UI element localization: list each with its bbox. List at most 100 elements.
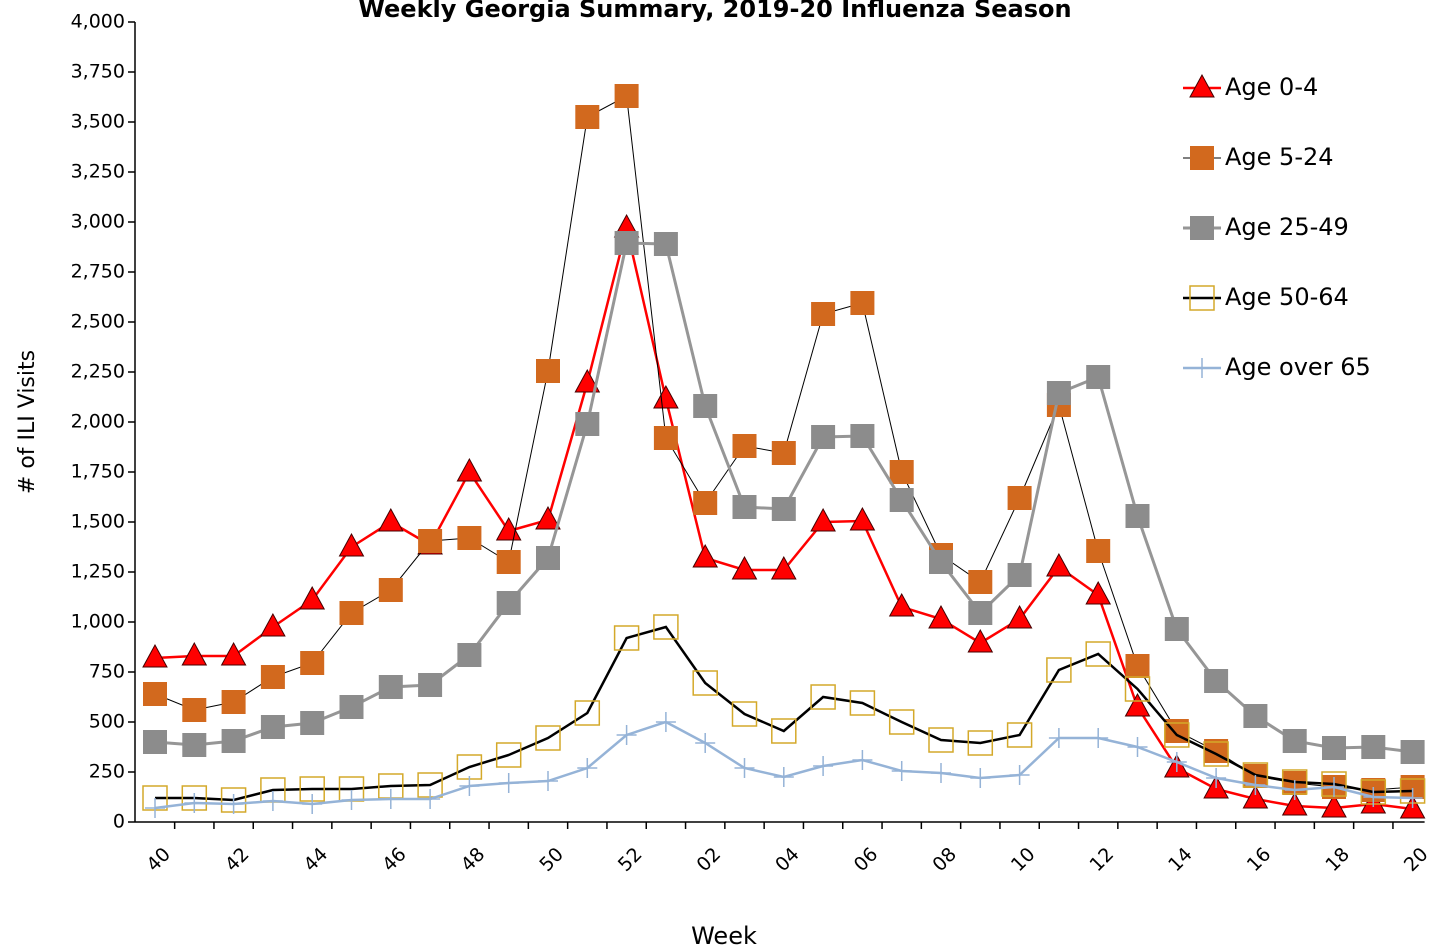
data-point	[1243, 704, 1268, 728]
data-point	[692, 543, 719, 568]
data-point	[418, 673, 443, 697]
data-point	[1086, 365, 1111, 389]
data-point	[182, 733, 207, 757]
y-tick-label: 2,750	[71, 261, 125, 283]
data-point	[223, 794, 244, 814]
data-point	[1086, 539, 1111, 563]
data-point	[1048, 728, 1069, 748]
data-point	[1007, 563, 1032, 587]
legend-marker	[1189, 285, 1215, 311]
data-point	[456, 457, 483, 482]
data-point	[967, 730, 994, 756]
data-point	[1206, 768, 1227, 788]
data-point	[968, 601, 993, 625]
data-point	[849, 690, 876, 716]
data-point	[616, 725, 637, 745]
x-tick-label: 44	[300, 843, 333, 876]
data-point	[852, 750, 873, 770]
y-tick-label: 3,000	[71, 211, 125, 233]
data-point	[418, 529, 443, 553]
data-point	[1245, 775, 1266, 795]
data-point	[220, 641, 247, 666]
data-point	[1363, 787, 1384, 807]
x-tick-label: 06	[850, 843, 883, 876]
data-point	[1088, 728, 1109, 748]
data-point	[1204, 669, 1229, 693]
data-point	[221, 690, 246, 714]
y-tick-label: 2,250	[71, 361, 125, 383]
data-point	[1324, 777, 1344, 797]
y-axis-label: # of ILI Visits	[15, 350, 40, 494]
y-tick-label: 2,000	[71, 411, 125, 433]
x-tick-label: 52	[614, 843, 647, 876]
data-point	[731, 555, 758, 580]
data-point	[143, 730, 167, 754]
y-tick-label: 0	[113, 811, 125, 833]
data-point	[771, 441, 796, 465]
data-point	[1007, 486, 1032, 510]
legend-marker	[1192, 358, 1212, 378]
data-point	[1282, 729, 1307, 753]
data-point	[457, 643, 482, 667]
data-point	[184, 793, 205, 813]
data-point	[260, 612, 286, 637]
data-point	[143, 682, 167, 706]
data-point	[850, 291, 875, 315]
data-point	[575, 412, 600, 436]
data-point	[1125, 504, 1150, 528]
data-point	[1006, 722, 1033, 748]
y-tick-label: 750	[89, 661, 125, 683]
y-tick-label: 2,500	[71, 311, 125, 333]
x-tick-label: 20	[1400, 843, 1429, 876]
data-point	[260, 715, 285, 739]
x-tick-label: 04	[771, 843, 804, 876]
data-point	[771, 497, 796, 521]
data-point	[813, 756, 834, 776]
data-point	[338, 532, 365, 557]
data-point	[1124, 692, 1151, 717]
data-point	[339, 695, 364, 719]
legend-label: Age 5-24	[1225, 143, 1334, 171]
data-point	[1321, 793, 1347, 818]
data-point	[1085, 641, 1111, 667]
data-point	[302, 794, 323, 814]
data-point	[653, 384, 679, 409]
x-tick-label: 46	[378, 843, 411, 876]
data-point	[967, 628, 994, 653]
data-point	[653, 426, 678, 450]
data-point	[496, 550, 521, 574]
data-point	[1284, 780, 1305, 800]
x-tick-label: 02	[693, 843, 726, 876]
data-point	[1046, 552, 1072, 577]
data-point	[929, 550, 953, 574]
data-point	[339, 601, 364, 625]
x-tick-label: 50	[535, 843, 568, 876]
data-point	[145, 798, 165, 818]
data-point	[1400, 740, 1425, 764]
data-point	[889, 460, 914, 484]
y-tick-label: 1,750	[71, 461, 125, 483]
data-point	[1203, 741, 1229, 767]
data-point	[300, 651, 325, 675]
y-tick-label: 250	[89, 761, 125, 783]
data-point	[849, 506, 876, 531]
data-point	[300, 711, 325, 735]
data-point	[732, 495, 757, 519]
data-point	[1046, 657, 1072, 683]
data-point	[850, 424, 875, 448]
data-point	[1281, 791, 1308, 816]
y-tick-label: 500	[89, 711, 125, 733]
legend-marker	[1190, 216, 1214, 240]
data-point	[1164, 617, 1189, 641]
data-point	[262, 791, 283, 811]
legend-marker	[1189, 73, 1215, 98]
x-tick-label: 08	[928, 843, 961, 876]
data-point	[536, 546, 560, 570]
data-point	[299, 585, 326, 610]
data-point	[695, 733, 716, 753]
x-tick-label: 42	[221, 843, 254, 876]
y-tick-label: 3,750	[71, 61, 125, 83]
data-point	[1164, 722, 1190, 748]
data-point	[341, 790, 362, 810]
